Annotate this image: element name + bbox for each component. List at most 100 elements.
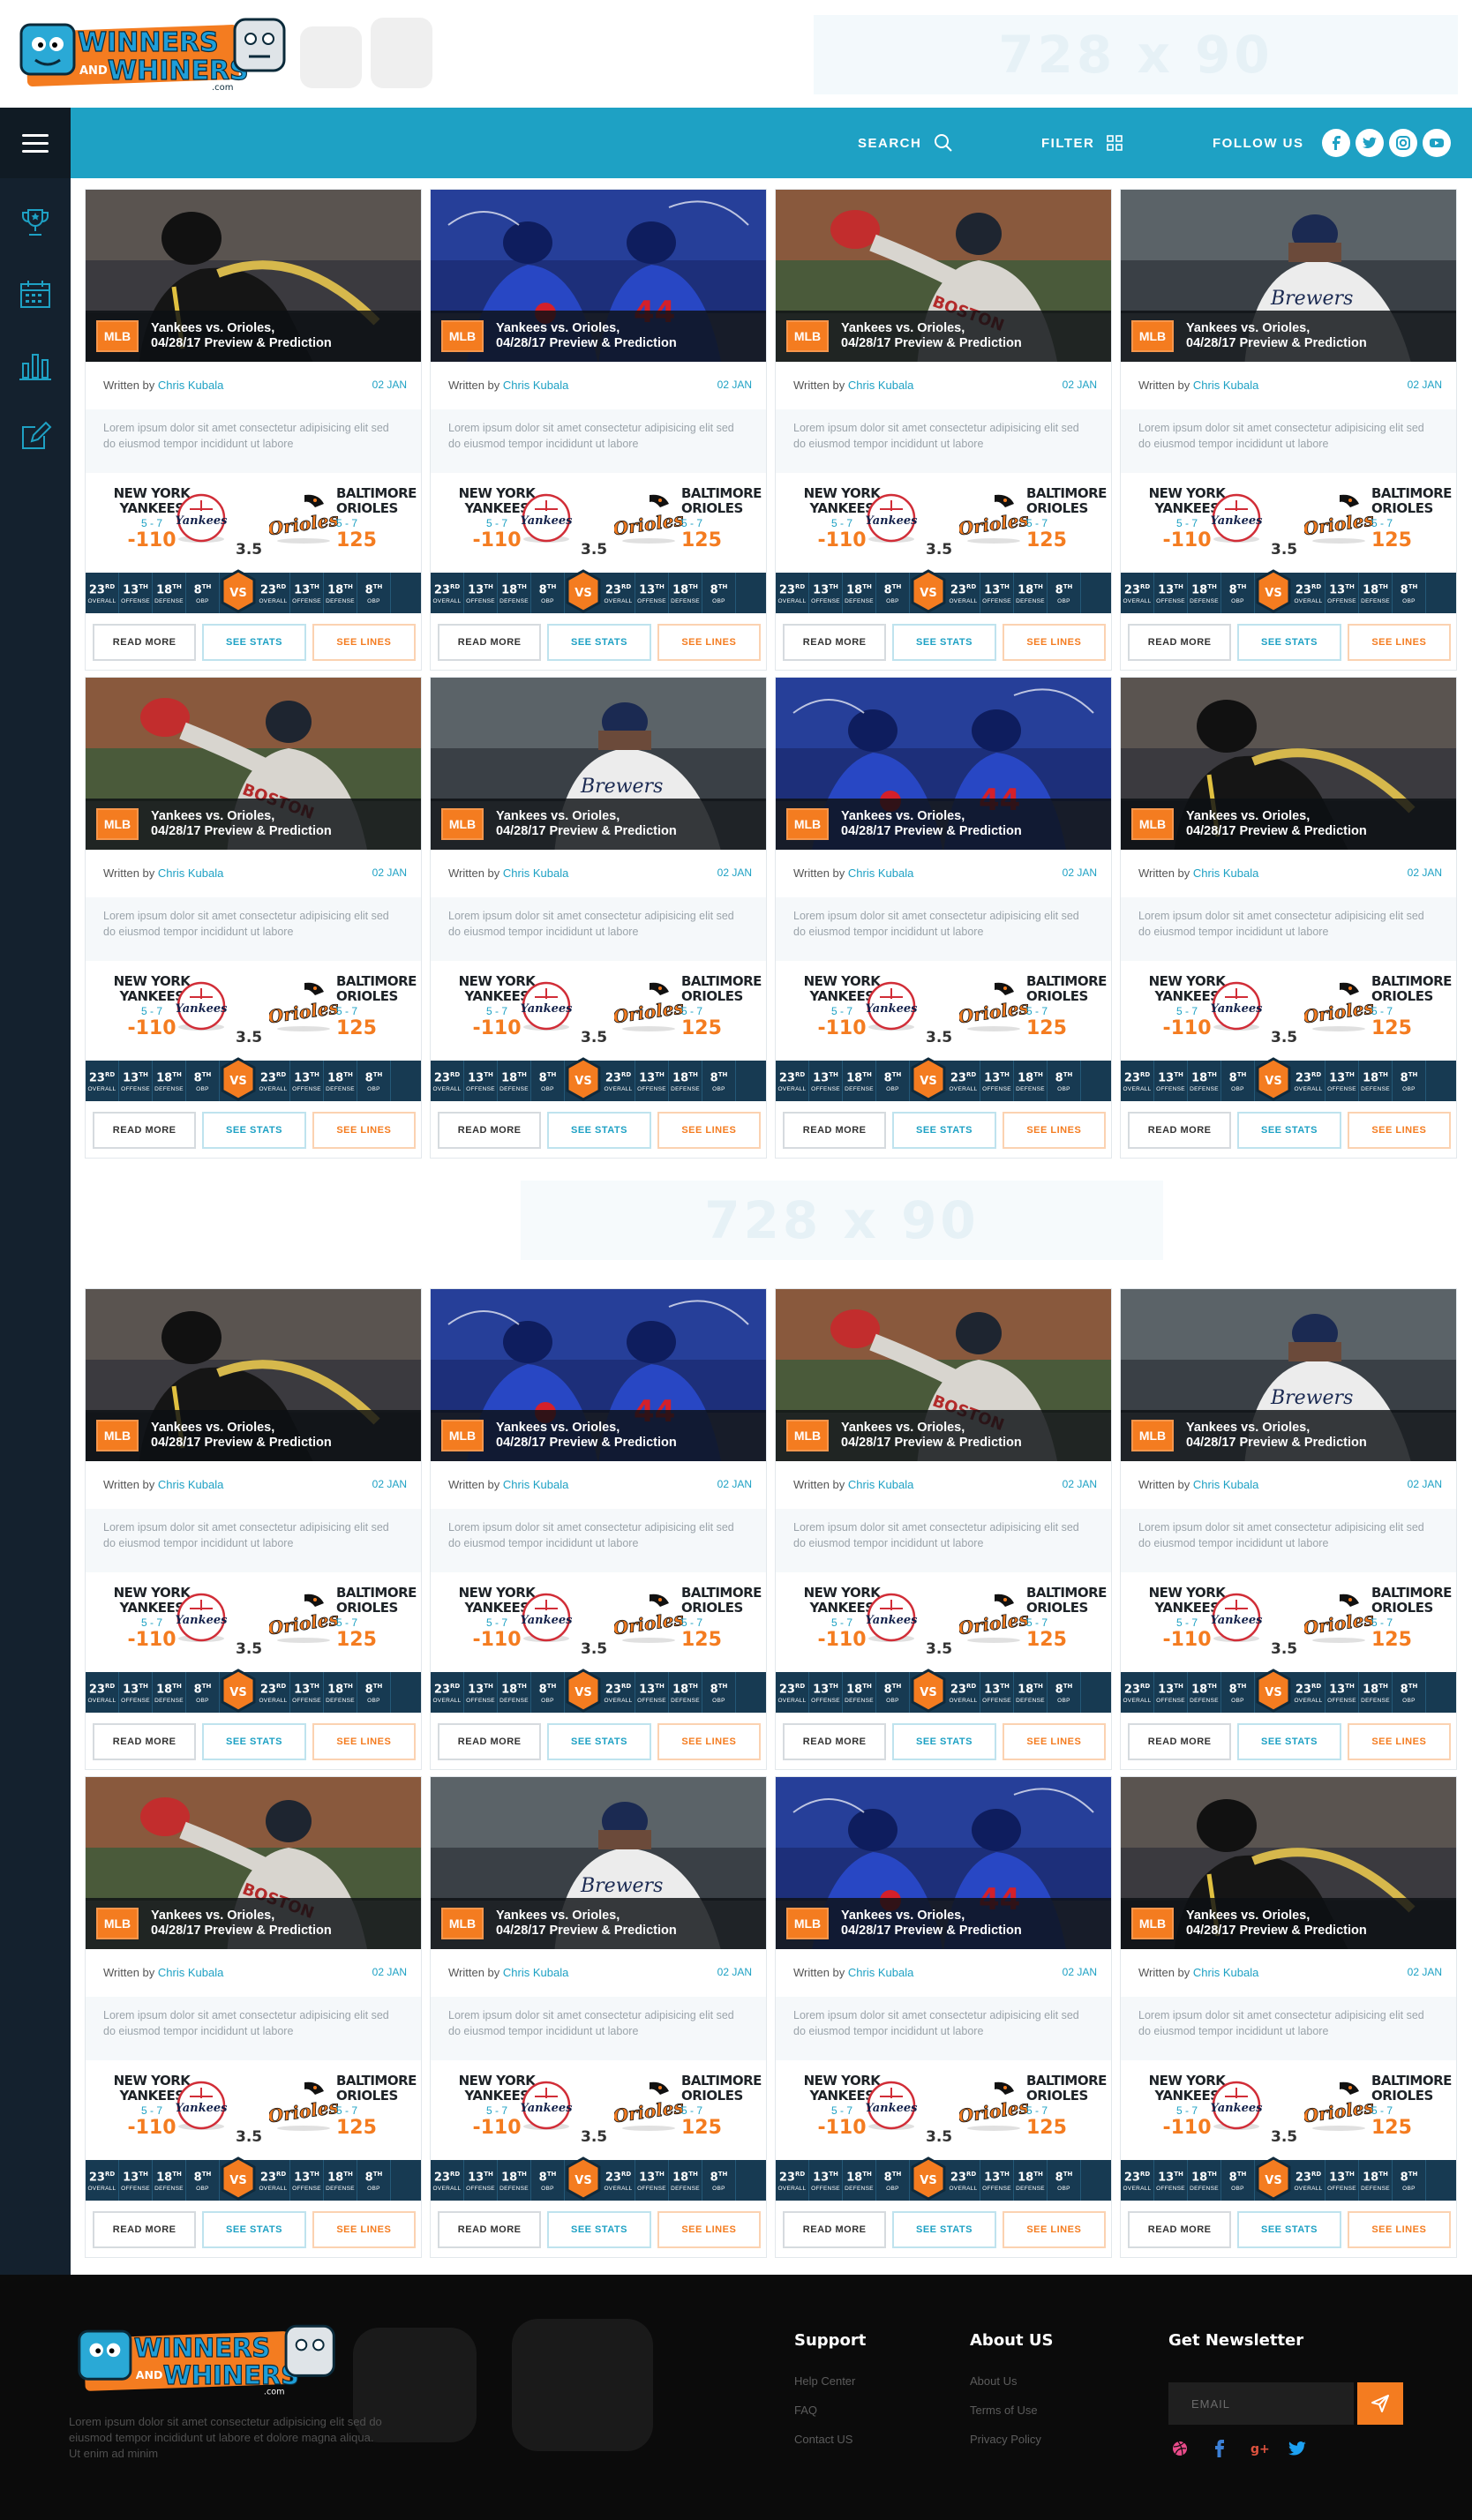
footer-link-help-center[interactable]: Help Center xyxy=(794,2374,856,2388)
read-more-button[interactable]: READ MORE xyxy=(783,1112,887,1149)
search-button[interactable]: SEARCH xyxy=(858,108,953,178)
see-stats-button[interactable]: SEE STATS xyxy=(892,1723,996,1760)
author-link[interactable]: Chris Kubala xyxy=(1192,379,1259,392)
author-link[interactable]: Chris Kubala xyxy=(502,1478,569,1491)
game-card[interactable]: BOSTONMLBYankees vs. Orioles,04/28/17 Pr… xyxy=(775,189,1112,671)
card-title-bar[interactable]: MLB Yankees vs. Orioles, 04/28/17 Preview … xyxy=(1121,1898,1456,1949)
author-link[interactable]: Chris Kubala xyxy=(502,379,569,392)
author-link[interactable]: Chris Kubala xyxy=(157,379,224,392)
game-card[interactable]: BOSTONMLBYankees vs. Orioles,04/28/17 Pr… xyxy=(85,1776,422,2258)
game-card[interactable]: 44MLBYankees vs. Orioles,04/28/17 Previe… xyxy=(775,677,1112,1159)
footer-link-terms[interactable]: Terms of Use xyxy=(970,2404,1038,2417)
youtube-icon[interactable] xyxy=(1422,129,1451,157)
footer-link-about-us[interactable]: About Us xyxy=(970,2374,1018,2388)
card-title-bar[interactable]: MLB Yankees vs. Orioles, 04/28/17 Preview … xyxy=(1121,1410,1456,1461)
game-card[interactable]: Brewers MLB Yankees vs. Orioles, 04/28/17 P… xyxy=(430,677,767,1159)
instagram-icon[interactable] xyxy=(1388,129,1417,157)
card-title[interactable]: Yankees vs. Orioles, 04/28/17 Preview & P… xyxy=(151,1421,332,1451)
read-more-button[interactable]: READ MORE xyxy=(93,2211,197,2248)
see-lines-button[interactable]: SEE LINES xyxy=(1347,1723,1451,1760)
see-lines-button[interactable]: SEE LINES xyxy=(312,1112,416,1149)
footer-logo[interactable]: WINNERS AND WHINERS .com xyxy=(76,2322,341,2396)
see-lines-button[interactable]: SEE LINES xyxy=(312,624,416,661)
read-more-button[interactable]: READ MORE xyxy=(783,2211,887,2248)
see-stats-button[interactable]: SEE STATS xyxy=(202,1723,306,1760)
filter-button[interactable]: FILTER xyxy=(1041,108,1123,178)
see-stats-button[interactable]: SEE STATS xyxy=(547,2211,651,2248)
footer-link-privacy[interactable]: Privacy Policy xyxy=(970,2433,1041,2446)
card-title-bar[interactable]: MLB Yankees vs. Orioles, 04/28/17 Preview … xyxy=(431,1410,766,1461)
facebook-icon[interactable] xyxy=(1321,129,1350,157)
trophy-icon[interactable] xyxy=(18,205,53,240)
card-title[interactable]: Yankees vs. Orioles, 04/28/17 Preview & P… xyxy=(841,321,1022,351)
card-title[interactable]: Yankees vs. Orioles, 04/28/17 Preview & P… xyxy=(496,809,677,839)
card-title[interactable]: Yankees vs. Orioles, 04/28/17 Preview & P… xyxy=(496,1909,677,1939)
footer-link-contact[interactable]: Contact US xyxy=(794,2433,853,2446)
see-stats-button[interactable]: SEE STATS xyxy=(1237,2211,1341,2248)
card-title-bar[interactable]: MLB Yankees vs. Orioles, 04/28/17 Preview … xyxy=(431,1898,766,1949)
game-card[interactable]: BOSTONMLBYankees vs. Orioles,04/28/17 Pr… xyxy=(775,1288,1112,1770)
see-stats-button[interactable]: SEE STATS xyxy=(547,1723,651,1760)
author-link[interactable]: Chris Kubala xyxy=(502,866,569,880)
author-link[interactable]: Chris Kubala xyxy=(847,379,914,392)
game-card[interactable]: MLB Yankees vs. Orioles, 04/28/17 Preview … xyxy=(85,189,422,671)
see-stats-button[interactable]: SEE STATS xyxy=(547,624,651,661)
newsletter-submit-button[interactable] xyxy=(1357,2382,1403,2425)
read-more-button[interactable]: READ MORE xyxy=(1128,1112,1232,1149)
read-more-button[interactable]: READ MORE xyxy=(1128,624,1232,661)
card-title-bar[interactable]: MLB Yankees vs. Orioles, 04/28/17 Preview … xyxy=(776,1410,1111,1461)
see-lines-button[interactable]: SEE LINES xyxy=(312,2211,416,2248)
card-title-bar[interactable]: MLB Yankees vs. Orioles, 04/28/17 Preview … xyxy=(86,1410,421,1461)
card-title[interactable]: Yankees vs. Orioles, 04/28/17 Preview & P… xyxy=(1186,1421,1367,1451)
twitter-footer-icon[interactable] xyxy=(1288,2440,1306,2457)
bar-chart-icon[interactable] xyxy=(18,348,53,383)
see-stats-button[interactable]: SEE STATS xyxy=(1237,1112,1341,1149)
see-lines-button[interactable]: SEE LINES xyxy=(657,1723,761,1760)
card-title-bar[interactable]: MLB Yankees vs. Orioles, 04/28/17 Preview … xyxy=(86,1898,421,1949)
see-stats-button[interactable]: SEE STATS xyxy=(547,1112,651,1149)
hamburger-menu-button[interactable] xyxy=(0,108,71,178)
author-link[interactable]: Chris Kubala xyxy=(157,1966,224,1979)
see-stats-button[interactable]: SEE STATS xyxy=(1237,624,1341,661)
read-more-button[interactable]: READ MORE xyxy=(93,1723,197,1760)
card-title[interactable]: Yankees vs. Orioles, 04/28/17 Preview & P… xyxy=(151,1909,332,1939)
card-title[interactable]: Yankees vs. Orioles, 04/28/17 Preview & P… xyxy=(151,809,332,839)
see-stats-button[interactable]: SEE STATS xyxy=(202,2211,306,2248)
game-card[interactable]: Brewers MLB Yankees vs. Orioles, 04/28/17 P… xyxy=(1120,189,1457,671)
see-stats-button[interactable]: SEE STATS xyxy=(892,2211,996,2248)
see-stats-button[interactable]: SEE STATS xyxy=(202,624,306,661)
see-lines-button[interactable]: SEE LINES xyxy=(657,1112,761,1149)
edit-note-icon[interactable] xyxy=(18,418,53,454)
see-stats-button[interactable]: SEE STATS xyxy=(1237,1723,1341,1760)
author-link[interactable]: Chris Kubala xyxy=(157,866,224,880)
card-title-bar[interactable]: MLB Yankees vs. Orioles, 04/28/17 Preview … xyxy=(86,799,421,850)
see-lines-button[interactable]: SEE LINES xyxy=(657,2211,761,2248)
card-title[interactable]: Yankees vs. Orioles, 04/28/17 Preview & P… xyxy=(841,1421,1022,1451)
game-card[interactable]: MLB Yankees vs. Orioles, 04/28/17 Preview … xyxy=(85,1288,422,1770)
read-more-button[interactable]: READ MORE xyxy=(438,624,542,661)
card-title[interactable]: Yankees vs. Orioles, 04/28/17 Preview & P… xyxy=(496,1421,677,1451)
author-link[interactable]: Chris Kubala xyxy=(1192,1478,1259,1491)
game-card[interactable]: MLB Yankees vs. Orioles, 04/28/17 Preview … xyxy=(1120,1776,1457,2258)
author-link[interactable]: Chris Kubala xyxy=(1192,866,1259,880)
game-card[interactable]: 44MLBYankees vs. Orioles,04/28/17 Previe… xyxy=(775,1776,1112,2258)
game-card[interactable]: 44MLBYankees vs. Orioles,04/28/17 Previe… xyxy=(430,1288,767,1770)
read-more-button[interactable]: READ MORE xyxy=(783,624,887,661)
read-more-button[interactable]: READ MORE xyxy=(438,2211,542,2248)
author-link[interactable]: Chris Kubala xyxy=(502,1966,569,1979)
card-title-bar[interactable]: MLB Yankees vs. Orioles, 04/28/17 Preview … xyxy=(431,799,766,850)
card-title[interactable]: Yankees vs. Orioles, 04/28/17 Preview & P… xyxy=(151,321,332,351)
read-more-button[interactable]: READ MORE xyxy=(1128,1723,1232,1760)
newsletter-email-input[interactable]: EMAIL xyxy=(1168,2382,1354,2425)
author-link[interactable]: Chris Kubala xyxy=(157,1478,224,1491)
game-card[interactable]: MLB Yankees vs. Orioles, 04/28/17 Preview … xyxy=(1120,677,1457,1159)
card-title[interactable]: Yankees vs. Orioles, 04/28/17 Preview & P… xyxy=(841,809,1022,839)
card-title-bar[interactable]: MLB Yankees vs. Orioles, 04/28/17 Preview … xyxy=(776,311,1111,362)
read-more-button[interactable]: READ MORE xyxy=(93,624,197,661)
see-stats-button[interactable]: SEE STATS xyxy=(892,1112,996,1149)
author-link[interactable]: Chris Kubala xyxy=(847,866,914,880)
site-logo[interactable]: WINNERS AND WHINERS .com xyxy=(18,16,291,92)
google-plus-icon[interactable]: g+ xyxy=(1250,2440,1273,2457)
card-title-bar[interactable]: MLB Yankees vs. Orioles, 04/28/17 Preview … xyxy=(1121,799,1456,850)
read-more-button[interactable]: READ MORE xyxy=(783,1723,887,1760)
